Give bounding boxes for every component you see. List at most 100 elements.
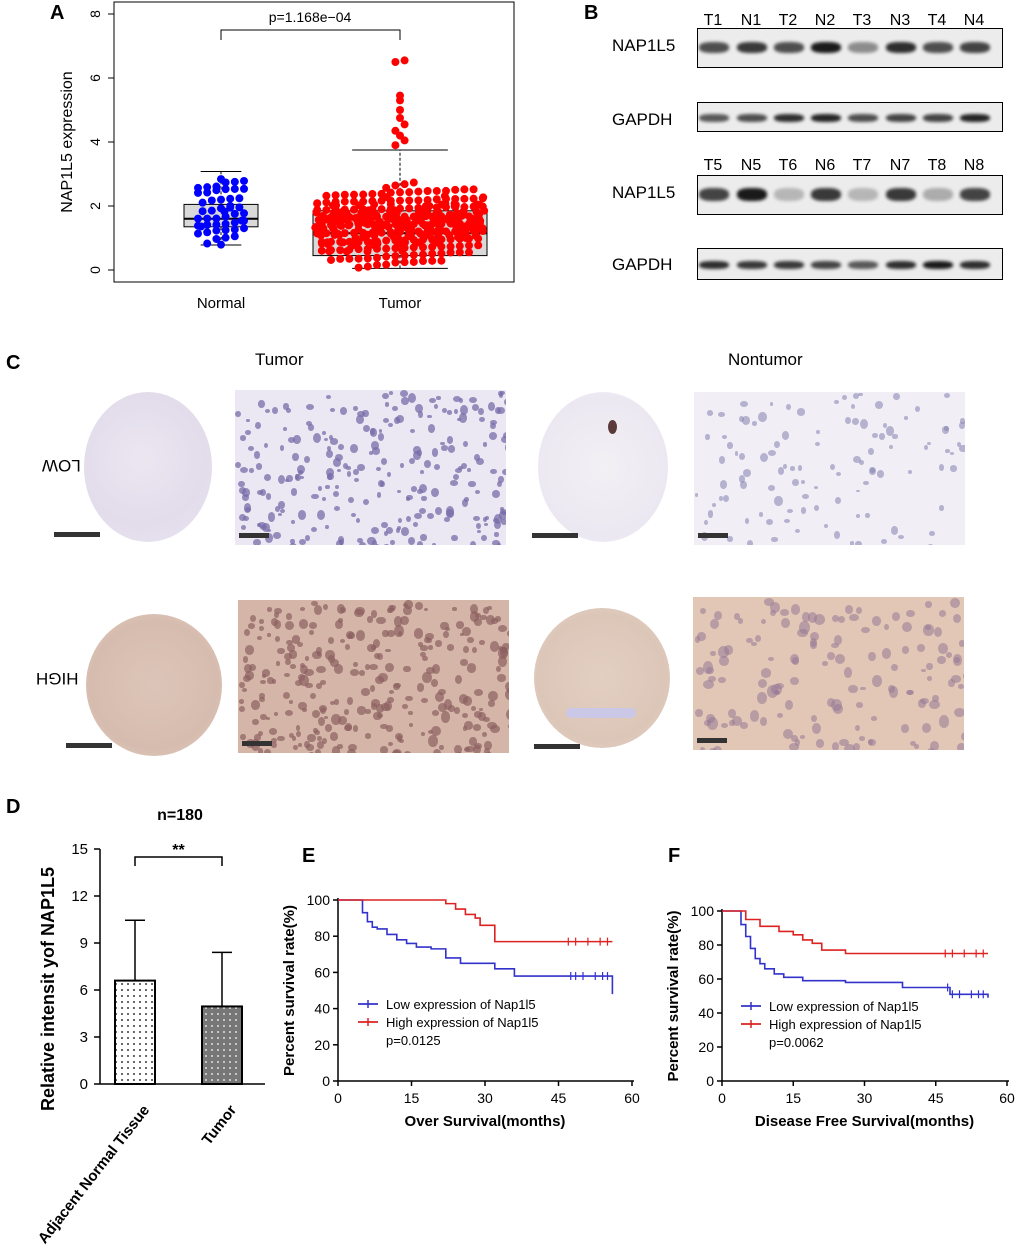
cell-nucleus <box>397 518 403 524</box>
chart-e-xtick-label: 60 <box>624 1090 640 1106</box>
cell-nucleus <box>945 449 950 453</box>
cell-nucleus <box>322 737 328 744</box>
cell-nucleus <box>317 509 326 520</box>
cell-nucleus <box>316 740 325 750</box>
chart-a-point <box>474 241 483 250</box>
cell-nucleus <box>278 474 286 485</box>
cell-nucleus <box>317 716 325 727</box>
chart-d-bars: ** <box>114 842 243 1086</box>
cell-nucleus <box>403 605 412 616</box>
cell-nucleus <box>306 404 315 411</box>
cell-nucleus <box>273 712 278 716</box>
chart-a-point <box>194 188 202 197</box>
scale-bar <box>66 743 112 748</box>
cell-nucleus <box>409 428 415 434</box>
cell-nucleus <box>364 733 372 739</box>
cell-nucleus <box>461 463 467 470</box>
chart-f-curve-high <box>722 910 988 955</box>
wb-strip-gapdh-1 <box>697 102 1003 132</box>
wb-band <box>699 114 729 122</box>
chart-a-point <box>198 207 207 216</box>
cell-nucleus <box>905 609 916 618</box>
chart-a-point <box>203 239 212 248</box>
chart-a-point <box>358 216 367 225</box>
cell-nucleus <box>314 605 323 616</box>
chart-a-point <box>465 241 473 250</box>
cell-nucleus <box>760 453 769 463</box>
cell-nucleus <box>388 391 393 395</box>
cell-nucleus <box>248 663 256 671</box>
cell-nucleus <box>832 741 840 750</box>
cell-nucleus <box>392 406 399 412</box>
cell-nucleus <box>383 701 393 712</box>
chart-a-point <box>226 194 235 203</box>
cell-nucleus <box>750 641 758 647</box>
wb-band <box>737 261 767 269</box>
cell-nucleus <box>945 651 953 658</box>
cell-nucleus <box>244 645 254 655</box>
wb-band <box>960 188 990 201</box>
chart-a-point <box>217 204 225 213</box>
cell-nucleus <box>431 709 440 716</box>
cell-nucleus <box>270 737 278 744</box>
cell-nucleus <box>816 739 824 748</box>
cell-nucleus <box>758 512 764 517</box>
chart-a-point <box>414 208 423 217</box>
cell-nucleus <box>790 604 800 615</box>
cell-nucleus <box>881 539 887 545</box>
cell-nucleus <box>838 616 846 623</box>
cell-nucleus <box>385 527 394 535</box>
cell-nucleus <box>387 629 396 638</box>
cell-nucleus <box>485 516 489 520</box>
cell-nucleus <box>849 541 855 545</box>
chart-a-point <box>349 241 358 250</box>
chart-e-ytick-label: 40 <box>314 1001 330 1017</box>
chart-a-point <box>315 224 324 233</box>
cell-nucleus <box>337 618 343 623</box>
cell-nucleus <box>313 730 321 736</box>
cell-nucleus <box>888 684 896 693</box>
cell-nucleus <box>784 518 790 523</box>
cell-nucleus <box>904 416 909 420</box>
cell-nucleus <box>871 616 882 627</box>
cell-nucleus <box>484 523 489 527</box>
cell-nucleus <box>385 725 394 732</box>
chart-a-point <box>369 241 378 250</box>
cell-nucleus <box>335 619 343 629</box>
chart-d-ytick-label: 3 <box>80 1029 88 1046</box>
cell-nucleus <box>336 468 341 472</box>
chart-a-point <box>230 232 239 241</box>
panel-letter-a: A <box>50 2 65 24</box>
cell-nucleus <box>412 522 418 528</box>
cell-nucleus <box>277 500 286 510</box>
cell-nucleus <box>718 495 724 501</box>
cell-nucleus <box>369 663 379 671</box>
cell-nucleus <box>298 701 307 711</box>
cell-nucleus <box>774 440 781 448</box>
chart-a-point <box>240 224 248 233</box>
chart-a-point <box>363 262 372 271</box>
cell-nucleus <box>835 472 841 477</box>
cell-nucleus <box>464 721 473 730</box>
chart-a-point <box>446 242 455 251</box>
cell-nucleus <box>337 744 343 749</box>
cell-nucleus <box>487 722 497 729</box>
cell-nucleus <box>809 632 819 642</box>
cell-nucleus <box>927 676 933 681</box>
cell-nucleus <box>950 451 955 456</box>
cell-nucleus <box>484 747 490 753</box>
cell-nucleus <box>440 621 449 631</box>
cell-nucleus <box>319 680 326 685</box>
cell-nucleus <box>921 669 927 673</box>
wb-band <box>699 261 729 269</box>
cell-nucleus <box>475 458 485 466</box>
cell-nucleus <box>283 403 289 410</box>
cell-nucleus <box>323 438 328 442</box>
cell-nucleus <box>356 537 363 544</box>
chart-a-point <box>455 248 464 257</box>
chart-e-ytick-label: 0 <box>322 1073 330 1089</box>
cell-nucleus <box>441 407 447 414</box>
cell-nucleus <box>960 731 964 742</box>
cell-nucleus <box>264 533 273 544</box>
cell-nucleus <box>731 716 742 726</box>
